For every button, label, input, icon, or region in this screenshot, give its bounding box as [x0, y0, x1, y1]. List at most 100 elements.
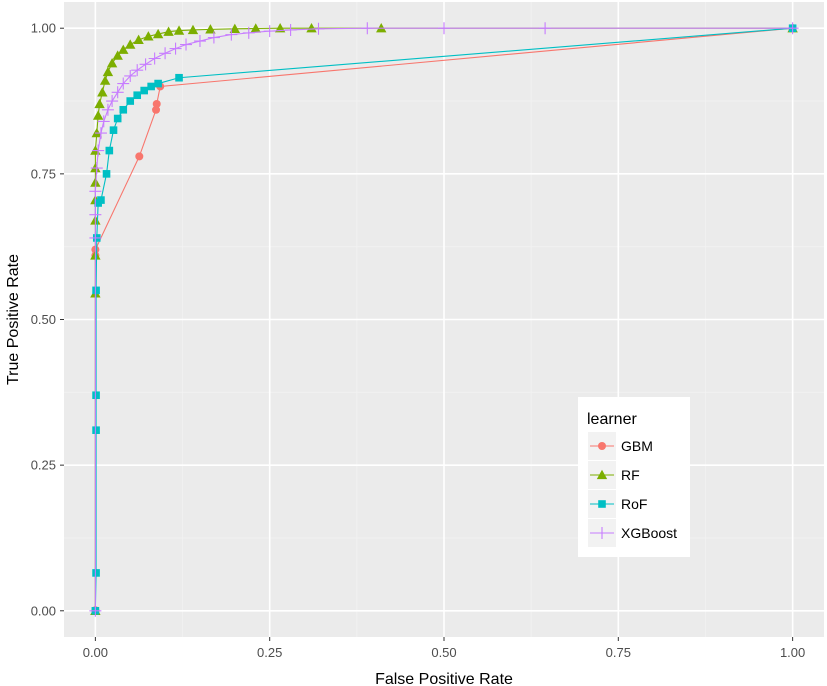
point-rf: [173, 25, 185, 35]
point-rof: [92, 569, 100, 577]
legend: learner GBM RF RoF XGBoost: [578, 397, 690, 557]
y-axis-title: True Positive Rate: [5, 254, 22, 385]
point-rf: [97, 87, 108, 97]
point-xgboost: [117, 77, 130, 90]
point-xgboost: [284, 23, 297, 36]
point-rf: [106, 57, 118, 68]
legend-key-marker: [598, 500, 606, 508]
point-rof: [147, 82, 155, 91]
legend-title: learner: [587, 411, 637, 428]
point-xgboost: [89, 231, 102, 244]
legend-key-marker: [596, 527, 608, 539]
point-xgboost: [131, 64, 144, 77]
point-xgboost: [106, 95, 119, 108]
point-rf: [229, 23, 241, 33]
legend-label-gbm: GBM: [621, 438, 653, 454]
series-layer: [89, 22, 799, 617]
point-rf: [112, 50, 123, 60]
point-xgboost: [139, 58, 152, 71]
point-xgboost: [94, 127, 107, 140]
point-xgboost: [539, 22, 552, 35]
y-tick-label: 1.00: [31, 21, 56, 36]
y-tick-label: 0.50: [31, 312, 56, 327]
point-xgboost: [361, 22, 374, 35]
point-xgboost: [124, 69, 137, 82]
legend-item-gbm: GBM: [588, 432, 653, 460]
point-rf: [143, 31, 154, 41]
x-tick-label: 0.75: [606, 645, 631, 660]
point-xgboost: [242, 26, 255, 39]
point-rof: [113, 114, 122, 123]
point-rof: [175, 73, 183, 82]
point-rf: [152, 28, 164, 39]
point-rof: [102, 170, 111, 178]
point-rf: [94, 98, 105, 109]
point-gbm: [135, 152, 144, 161]
point-xgboost: [89, 185, 102, 198]
point-xgboost: [169, 42, 182, 55]
point-xgboost: [111, 86, 124, 99]
point-rf: [187, 24, 199, 35]
y-tick-label: 0.75: [31, 166, 56, 181]
point-rf: [92, 110, 104, 120]
point-xgboost: [312, 22, 325, 35]
x-axis: 0.00 0.25 0.50 0.75 1.00: [83, 637, 805, 660]
point-rof: [126, 97, 135, 105]
point-rf: [250, 23, 261, 33]
point-xgboost: [438, 22, 450, 35]
point-rf: [133, 34, 144, 45]
point-rf: [118, 44, 129, 54]
point-xgboost: [263, 25, 276, 38]
point-xgboost: [92, 144, 105, 157]
point-xgboost: [180, 38, 193, 51]
x-tick-label: 0.50: [431, 645, 456, 660]
point-rof: [92, 426, 100, 434]
point-xgboost: [90, 162, 103, 175]
legend-label-xgboost: XGBoost: [621, 525, 677, 541]
legend-label-rof: RoF: [621, 496, 647, 512]
y-tick-label: 0.25: [31, 458, 56, 473]
y-tick-label: 0.00: [31, 603, 56, 618]
x-axis-title: False Positive Rate: [375, 671, 513, 686]
point-rf: [102, 66, 114, 77]
point-xgboost: [97, 115, 110, 128]
point-rof: [140, 86, 148, 95]
point-rf: [205, 24, 216, 34]
series-xgboost: [89, 22, 799, 617]
point-rof: [119, 105, 128, 114]
point-rof: [133, 91, 142, 100]
x-tick-label: 1.00: [780, 645, 805, 660]
legend-item-rf: RF: [588, 461, 640, 489]
point-rf: [99, 75, 111, 85]
legend-item-rof: RoF: [588, 490, 647, 518]
point-rf: [90, 177, 101, 187]
x-tick-label: 0.25: [257, 645, 282, 660]
point-xgboost: [89, 208, 102, 221]
legend-item-xgboost: XGBoost: [588, 519, 677, 547]
point-xgboost: [159, 47, 172, 60]
point-xgboost: [89, 604, 102, 617]
point-xgboost: [225, 28, 238, 41]
point-xgboost: [786, 22, 799, 35]
point-xgboost: [101, 103, 114, 116]
legend-key-marker: [596, 469, 608, 480]
legend-label-rf: RF: [621, 467, 640, 483]
point-rof: [92, 286, 100, 295]
point-rf: [125, 39, 136, 49]
point-rof: [154, 79, 162, 88]
legend-items: GBM RF RoF XGBoost: [588, 432, 677, 547]
point-gbm: [152, 105, 161, 114]
point-rf: [163, 26, 174, 36]
legend-key-marker: [598, 442, 606, 450]
point-rof: [105, 146, 114, 155]
point-rof: [109, 126, 118, 134]
x-tick-label: 0.00: [83, 645, 108, 660]
y-axis: 0.00 0.25 0.50 0.75 1.00: [31, 21, 64, 618]
point-gbm: [152, 99, 161, 108]
point-xgboost: [207, 31, 220, 44]
point-rof: [92, 391, 100, 400]
point-xgboost: [148, 52, 161, 65]
point-rof: [97, 196, 105, 204]
point-rf: [306, 23, 317, 33]
